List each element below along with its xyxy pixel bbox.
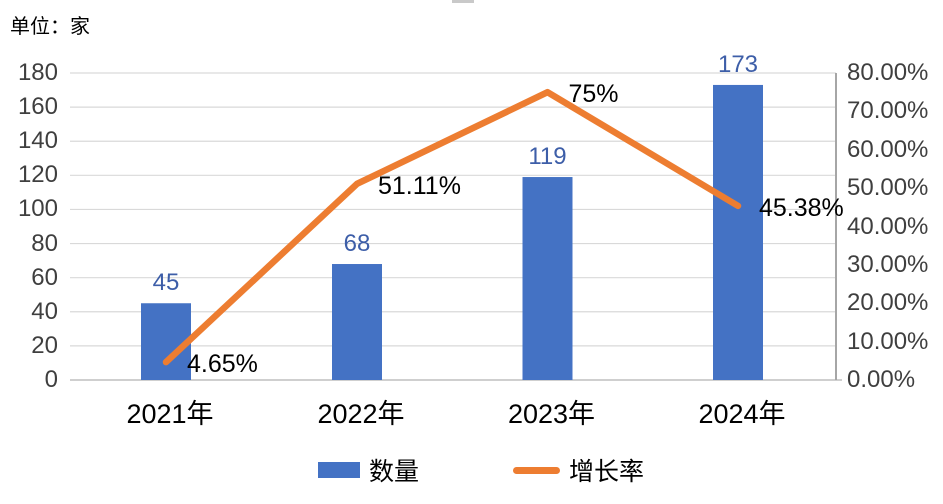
y-axis-right-tick-label: 80.00% — [847, 59, 929, 86]
y-axis-left-tick-label: 120 — [17, 161, 58, 189]
legend-growth-line-swatch — [513, 466, 560, 474]
y-axis-right-tick-label: 10.00% — [847, 327, 929, 355]
line-value-label: 75% — [568, 80, 619, 109]
x-axis-category-label: 2021年 — [126, 399, 214, 429]
y-axis-left-tick-label: 40 — [31, 297, 58, 325]
y-axis-right-tick-label: 30.00% — [847, 250, 929, 278]
legend-quantity-swatch — [318, 462, 360, 478]
x-axis-category-label: 2023年 — [507, 399, 596, 429]
y-axis-right-tick-label: 40.00% — [847, 212, 929, 240]
y-axis-left-tick-label: 160 — [17, 93, 58, 121]
legend: 数量 增长率 — [0, 452, 943, 492]
x-axis-category-label: 2024年 — [698, 399, 786, 429]
bar-value-label: 45 — [152, 269, 180, 297]
y-axis-left-tick-label: 180 — [17, 59, 58, 86]
bar-value-label: 68 — [343, 230, 371, 258]
y-axis-right-tick-label: 50.00% — [847, 174, 929, 202]
y-axis-left-tick-label: 60 — [31, 263, 58, 291]
x-axis-category-label: 2022年 — [317, 399, 405, 429]
crop-artifact — [452, 0, 474, 3]
y-axis-right-tick-label: 20.00% — [847, 289, 929, 317]
unit-label: 单位：家 — [10, 16, 90, 38]
y-axis-left-tick-label: 80 — [31, 229, 58, 257]
legend-item-growth: 增长率 — [513, 452, 644, 488]
y-axis-left-tick-label: 20 — [31, 331, 58, 359]
y-axis-left-tick-label: 0 — [44, 366, 58, 393]
legend-growth-label: 增长率 — [569, 458, 645, 486]
line-value-label: 45.38% — [759, 193, 844, 222]
y-axis-right-tick-label: 0.00% — [847, 366, 916, 393]
y-axis-right-tick-label: 70.00% — [847, 97, 929, 125]
y-axis-left-tick-label: 140 — [17, 127, 58, 155]
y-axis-left-tick-label: 100 — [17, 195, 58, 223]
line-value-label: 51.11% — [378, 171, 461, 200]
legend-quantity-label: 数量 — [369, 458, 420, 486]
y-axis-right-tick-label: 60.00% — [847, 135, 929, 163]
bar-value-label: 119 — [528, 143, 567, 171]
bar-value-label: 173 — [717, 50, 759, 78]
line-value-label: 4.65% — [187, 350, 258, 379]
legend-item-quantity: 数量 — [318, 452, 419, 488]
